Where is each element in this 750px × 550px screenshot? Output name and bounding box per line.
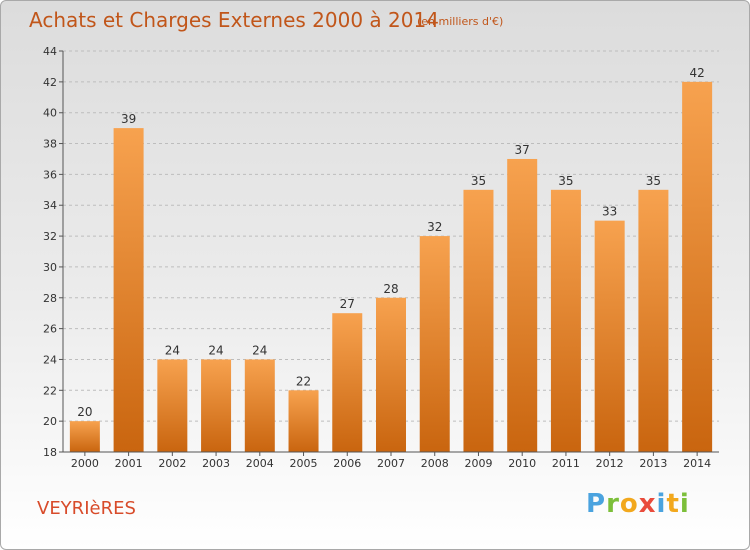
- logo-letter: P: [586, 489, 607, 519]
- data-label: 35: [646, 174, 661, 188]
- proxiti-logo[interactable]: Proxiti: [586, 489, 690, 519]
- data-label: 24: [208, 343, 223, 357]
- x-tick-label: 2011: [552, 457, 580, 470]
- x-tick-label: 2005: [290, 457, 318, 470]
- bar: [244, 359, 275, 452]
- bars: 20 39 24 24 24 22 27 28 32 35 37 35 33 35 42: [69, 66, 713, 453]
- y-tick-label: 38: [43, 138, 57, 151]
- x-tick-label: 2006: [333, 457, 361, 470]
- x-tick-label: 2014: [683, 457, 711, 470]
- x-tick-label: 2003: [202, 457, 230, 470]
- bar: [594, 220, 625, 452]
- y-axis: 18 20 22 24 26 28 30 32 34 36 38 40 42 44: [43, 45, 64, 459]
- bar: [638, 189, 669, 453]
- data-label: 24: [165, 343, 180, 357]
- data-label: 35: [471, 174, 486, 188]
- x-tick-label: 2009: [464, 457, 492, 470]
- data-label: 24: [252, 343, 267, 357]
- x-tick-label: 2008: [421, 457, 449, 470]
- data-label: 20: [77, 405, 92, 419]
- y-tick-label: 36: [43, 168, 57, 181]
- data-label: 37: [515, 143, 530, 157]
- bar: [332, 313, 363, 452]
- y-tick-label: 44: [43, 45, 57, 58]
- y-tick-label: 24: [43, 353, 57, 366]
- logo-letter: i: [679, 489, 690, 519]
- x-tick-label: 2013: [639, 457, 667, 470]
- y-tick-label: 20: [43, 415, 57, 428]
- bar: [113, 128, 144, 452]
- x-tick-label: 2010: [508, 457, 536, 470]
- bar: [507, 158, 538, 452]
- bar: [376, 297, 406, 452]
- logo-letter: r: [606, 489, 620, 519]
- data-label: 28: [383, 282, 398, 296]
- data-label: 42: [689, 66, 704, 80]
- y-tick-label: 40: [43, 107, 57, 120]
- logo-letter: x: [638, 489, 657, 519]
- data-label: 35: [558, 174, 573, 188]
- data-label: 39: [121, 112, 136, 126]
- y-tick-label: 30: [43, 261, 57, 274]
- bar: [419, 236, 450, 452]
- x-tick-label: 2001: [115, 457, 143, 470]
- data-label: 27: [340, 297, 355, 311]
- x-tick-label: 2002: [158, 457, 186, 470]
- logo-letter: o: [619, 489, 639, 519]
- bar: [550, 189, 581, 453]
- bar: [682, 81, 713, 452]
- bar: [157, 359, 188, 452]
- y-tick-label: 42: [43, 76, 57, 89]
- bar: [69, 421, 100, 452]
- bar: [288, 390, 319, 452]
- y-tick-label: 26: [43, 323, 57, 336]
- x-tick-label: 2000: [71, 457, 99, 470]
- x-tick-label: 2012: [596, 457, 624, 470]
- data-label: 22: [296, 374, 311, 388]
- bar: [463, 189, 494, 453]
- data-label: 32: [427, 220, 442, 234]
- logo-letter: t: [666, 489, 680, 519]
- chart-subtitle: (en milliers d'€): [417, 15, 504, 28]
- y-tick-label: 32: [43, 230, 57, 243]
- y-tick-label: 34: [43, 199, 57, 212]
- data-label: 33: [602, 205, 617, 219]
- bar: [201, 359, 232, 452]
- place-name: VEYRIèRES: [37, 498, 136, 519]
- y-tick-label: 18: [43, 446, 57, 459]
- chart-title: Achats et Charges Externes 2000 à 2014: [29, 8, 439, 32]
- y-tick-label: 22: [43, 384, 57, 397]
- x-tick-label: 2004: [246, 457, 274, 470]
- y-tick-label: 28: [43, 292, 57, 305]
- logo-letter: i: [656, 489, 667, 519]
- x-axis: 2000 2001 2002 2003 2004 2005 2006 2007 2008 2009…: [63, 451, 719, 470]
- x-tick-label: 2007: [377, 457, 405, 470]
